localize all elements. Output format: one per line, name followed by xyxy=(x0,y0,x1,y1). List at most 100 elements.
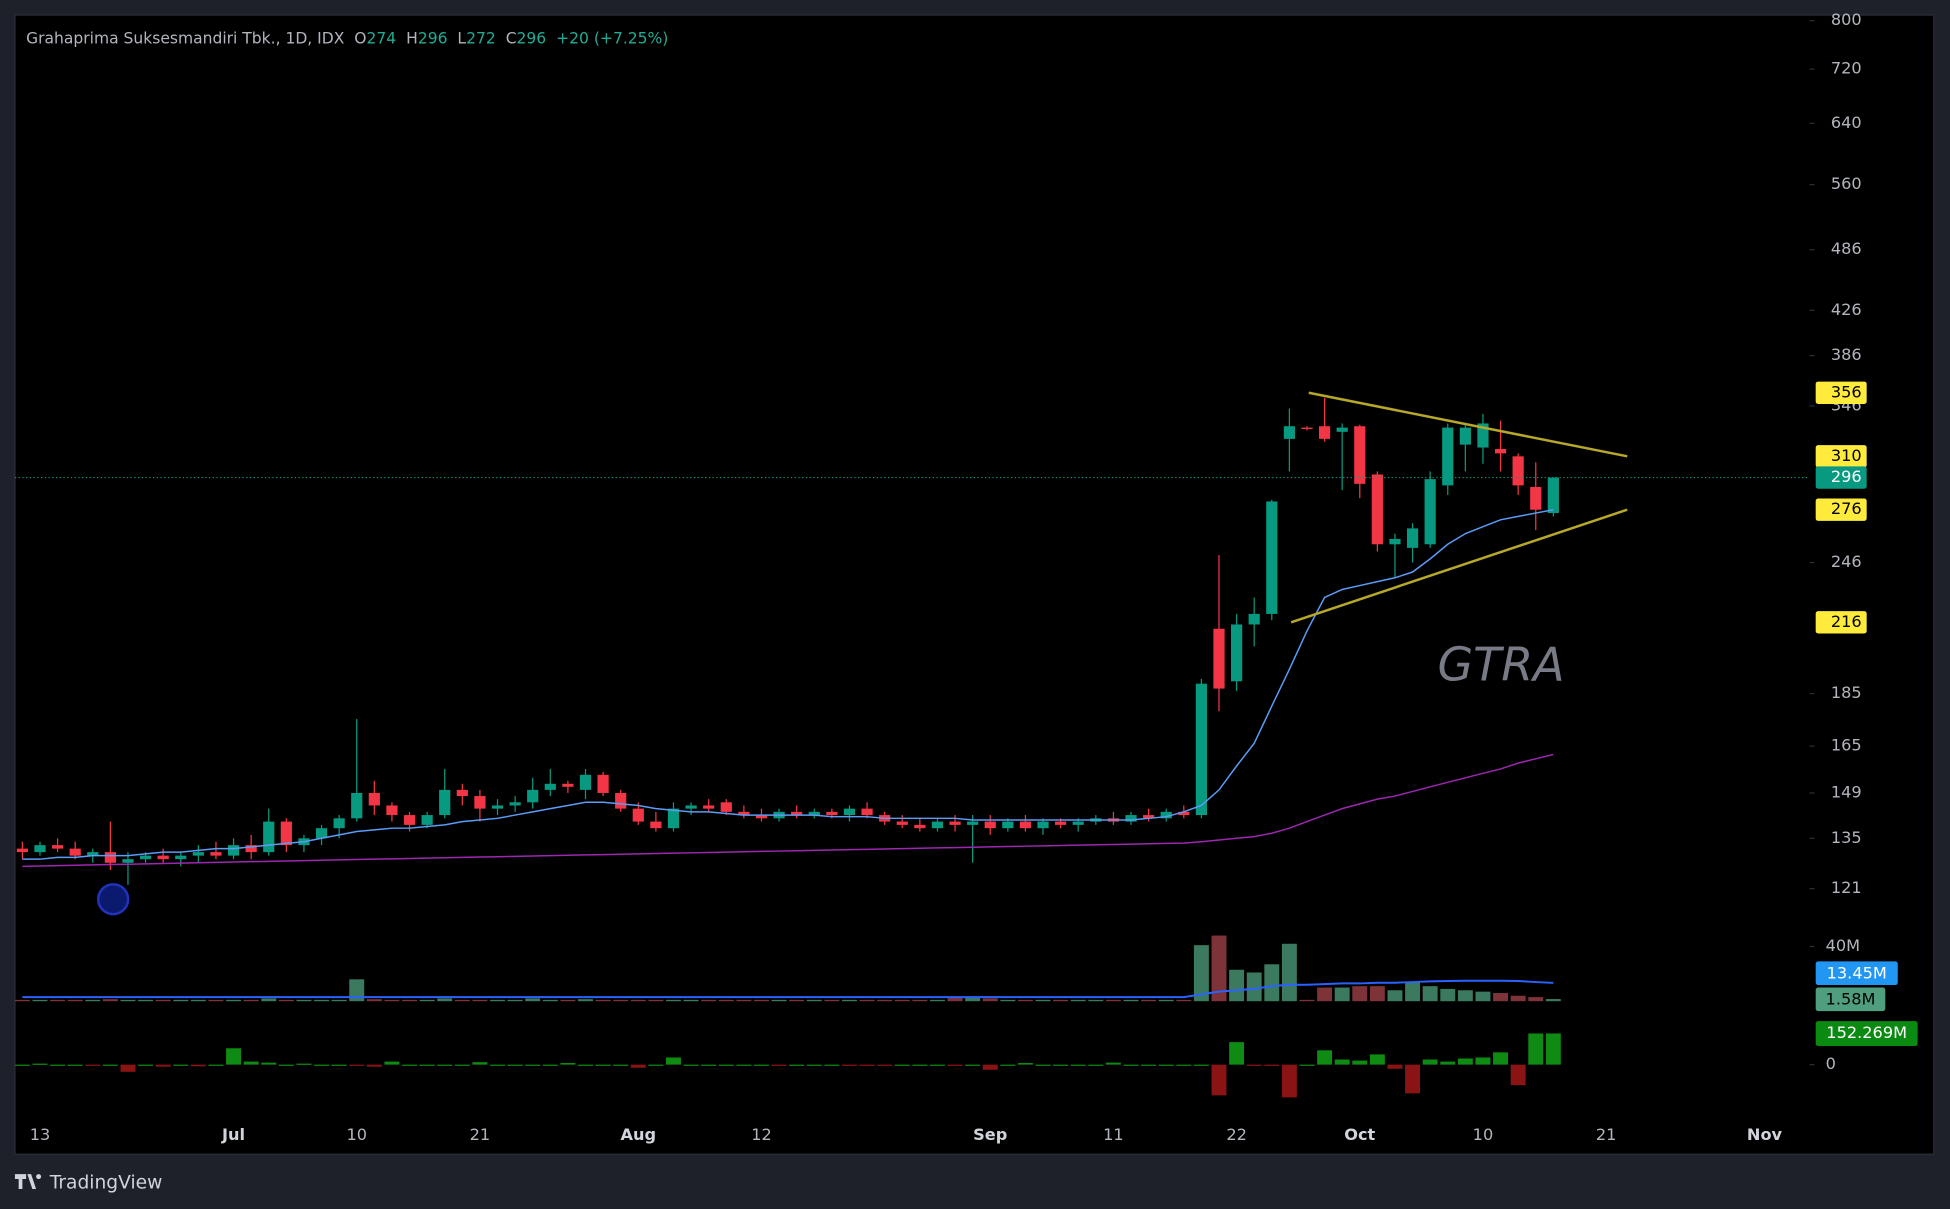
flow-bar xyxy=(384,1061,400,1065)
flow-bar xyxy=(595,1064,611,1066)
candle-body xyxy=(1213,628,1225,689)
flow-bar xyxy=(1053,1064,1069,1066)
x-tick-label: 10 xyxy=(1473,1125,1494,1144)
volume-bar xyxy=(718,999,734,1002)
flow-bar xyxy=(296,1063,312,1065)
flow-bar xyxy=(85,1064,101,1066)
volume-bar xyxy=(1299,999,1315,1002)
volume-bar xyxy=(1352,986,1368,1002)
flow-bar xyxy=(1405,1064,1421,1094)
volume-bar xyxy=(1176,999,1192,1002)
trendline xyxy=(1308,391,1628,458)
flow-bar xyxy=(877,1064,893,1066)
volume-bar xyxy=(1545,999,1561,1002)
flow-bar xyxy=(630,1064,646,1068)
flow-bar xyxy=(982,1064,998,1070)
volume-bar xyxy=(1281,943,1297,1002)
x-tick-label: 10 xyxy=(346,1125,367,1144)
y-tick-label: 185 xyxy=(1831,683,1862,702)
flow-bar xyxy=(173,1064,189,1066)
volume-ma-label: 13.45M xyxy=(1827,963,1887,982)
volume-bar xyxy=(67,999,83,1002)
candle-body xyxy=(157,855,169,860)
price-label: 356 xyxy=(1831,382,1862,401)
volume-bar xyxy=(331,999,347,1002)
candle-body xyxy=(632,808,644,822)
candle-body xyxy=(368,792,380,806)
volume-bar xyxy=(1528,997,1544,1002)
volume-bar xyxy=(578,999,593,1002)
volume-label: 1.58M xyxy=(1826,989,1876,1008)
price-label-box xyxy=(1815,445,1867,468)
candle-body xyxy=(1002,821,1014,829)
candle-body xyxy=(544,783,556,790)
candle-body xyxy=(439,789,451,816)
candle-body xyxy=(280,821,292,846)
volume-bar xyxy=(472,999,488,1002)
candle-body xyxy=(843,808,856,816)
volume-bar xyxy=(789,999,805,1002)
flow-bar xyxy=(965,1064,981,1066)
flow-label: 152.269M xyxy=(1826,1023,1907,1042)
x-tick-label: 13 xyxy=(30,1125,51,1144)
volume-bar xyxy=(155,999,171,1002)
candle-body xyxy=(650,821,662,829)
candle-body xyxy=(1354,426,1366,484)
symbol-title: Grahaprima Suksesmandiri Tbk., 1D, IDX xyxy=(26,29,345,47)
volume-bar xyxy=(402,999,417,1002)
dividend-marker[interactable] xyxy=(97,883,130,916)
x-tick-label: 12 xyxy=(751,1125,772,1144)
volume-bar xyxy=(85,999,101,1002)
flow-bar xyxy=(1317,1050,1333,1065)
candle-body xyxy=(685,805,697,809)
flow-bar xyxy=(278,1064,294,1066)
volume-bar xyxy=(349,979,365,1002)
volume-bar xyxy=(1387,990,1403,1002)
flow-bar xyxy=(683,1064,699,1066)
volume-bar xyxy=(947,997,963,1002)
flow-bar xyxy=(701,1064,717,1066)
flow-bar xyxy=(50,1064,66,1066)
flow-bar xyxy=(261,1062,277,1065)
flow-bar xyxy=(507,1064,523,1066)
candle-body xyxy=(1160,811,1172,819)
candle-body xyxy=(1055,821,1067,825)
candle-body xyxy=(1195,683,1207,816)
flow-bar xyxy=(472,1062,488,1065)
volume-bar xyxy=(1070,999,1086,1002)
flow-bar xyxy=(314,1064,330,1066)
flow-bar xyxy=(525,1064,541,1066)
candle-body xyxy=(1301,427,1313,429)
y-tick-label: 800 xyxy=(1831,10,1862,29)
volume-bar xyxy=(190,999,206,1002)
y-tick-label: 640 xyxy=(1831,113,1862,132)
candle-body xyxy=(984,821,996,829)
ohlc-label: L xyxy=(457,29,466,47)
candle-body xyxy=(386,805,398,816)
candle-body xyxy=(527,789,539,803)
volume-bar xyxy=(1440,988,1456,1002)
candle-body xyxy=(491,805,504,809)
last-price-label: 296 xyxy=(1831,467,1862,486)
candle-body xyxy=(51,845,64,849)
volume-bar xyxy=(560,999,576,1002)
candle-body xyxy=(69,848,81,856)
candle-body xyxy=(1494,448,1507,454)
flow-bar xyxy=(208,1064,224,1066)
flow-bar xyxy=(1264,1064,1280,1066)
flow-bar xyxy=(718,1064,734,1066)
candle-body xyxy=(1318,426,1331,439)
x-tick-label: Jul xyxy=(221,1125,245,1144)
flow-bar xyxy=(789,1064,805,1066)
volume-bar xyxy=(754,999,769,1002)
trendline xyxy=(1290,508,1628,624)
volume-bar xyxy=(1334,987,1350,1002)
volume-bar xyxy=(14,999,30,1002)
volume-bar xyxy=(982,998,998,1002)
volume-bar xyxy=(296,999,312,1002)
flow-bar xyxy=(1000,1064,1016,1066)
flow-bar xyxy=(806,1064,822,1066)
candle-body xyxy=(1037,821,1049,829)
flow-bar xyxy=(1457,1058,1473,1065)
candle-body xyxy=(175,855,187,860)
